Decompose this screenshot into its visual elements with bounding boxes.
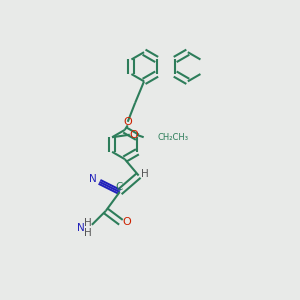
Text: H: H <box>85 218 92 228</box>
Text: H: H <box>85 228 92 238</box>
Text: N: N <box>77 224 85 233</box>
Text: CH₂CH₃: CH₂CH₃ <box>157 133 188 142</box>
Text: O: O <box>123 117 132 127</box>
Text: C: C <box>116 182 123 193</box>
Text: O: O <box>129 130 138 140</box>
Text: H: H <box>141 169 149 179</box>
Text: N: N <box>89 174 97 184</box>
Text: O: O <box>122 217 131 227</box>
